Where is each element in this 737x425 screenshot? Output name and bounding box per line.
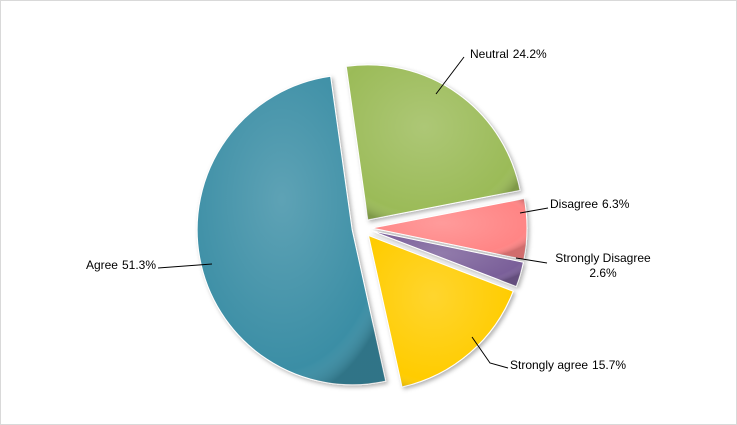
value-label: 51.3% <box>122 258 156 272</box>
slice-shading <box>197 76 386 385</box>
value-label: 6.3% <box>602 197 630 211</box>
category-label: Strongly Disagree <box>555 251 651 265</box>
slice-shading <box>371 198 527 260</box>
slice-shading <box>371 230 524 287</box>
slice-shading <box>346 64 520 220</box>
value-label: 15.7% <box>592 358 626 372</box>
leader-line <box>157 263 213 269</box>
data-label: Disagree 6.3% <box>550 197 630 211</box>
category-label: Disagree <box>550 197 598 211</box>
slice-shading <box>368 235 514 387</box>
category-label: Agree <box>86 258 118 272</box>
leader-line <box>435 56 465 95</box>
category-label: Strongly agree <box>510 358 588 372</box>
leader-line <box>519 207 549 214</box>
value-label: 2.6% <box>589 266 617 280</box>
leader-line <box>515 257 548 264</box>
labels: Neutral 24.2% Disagree 6.3% Strongly Disagre… <box>86 47 651 372</box>
category-label: Neutral <box>470 47 509 61</box>
leader-line <box>471 336 509 369</box>
data-label: Agree 51.3% <box>86 258 156 272</box>
data-label: Strongly Disagree 2.6% <box>555 251 651 280</box>
pie <box>196 64 528 388</box>
data-label: Strongly agree 15.7% <box>510 358 626 372</box>
value-label: 24.2% <box>513 47 547 61</box>
data-label: Neutral 24.2% <box>470 47 547 61</box>
